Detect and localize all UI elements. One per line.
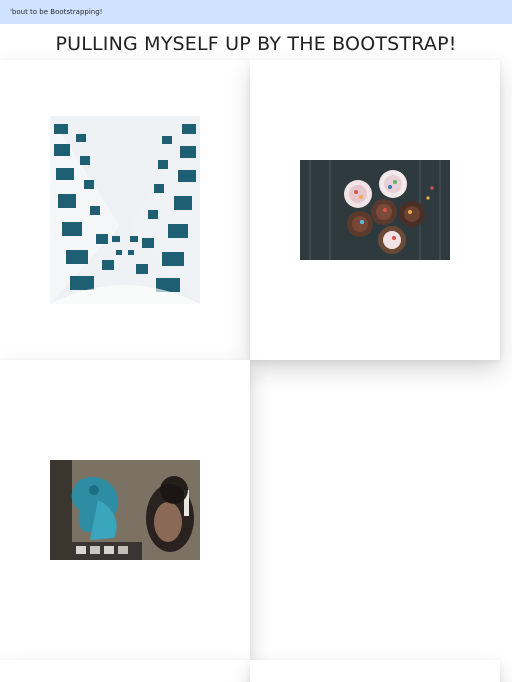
- cupcakes-photo-icon: [300, 160, 450, 260]
- image-card: [0, 660, 250, 682]
- graffiti-photo-icon: [50, 460, 200, 560]
- page-title: PULLING MYSELF UP BY THE BOOTSTRAP!: [55, 33, 457, 55]
- image-card: [250, 660, 500, 682]
- image-card: [250, 60, 500, 360]
- navbar-brand[interactable]: 'bout to be Bootstrapping!: [10, 8, 103, 16]
- image-card: [0, 60, 250, 360]
- building-photo-icon: [50, 116, 200, 304]
- navbar: 'bout to be Bootstrapping!: [0, 0, 512, 24]
- image-card: [0, 360, 250, 660]
